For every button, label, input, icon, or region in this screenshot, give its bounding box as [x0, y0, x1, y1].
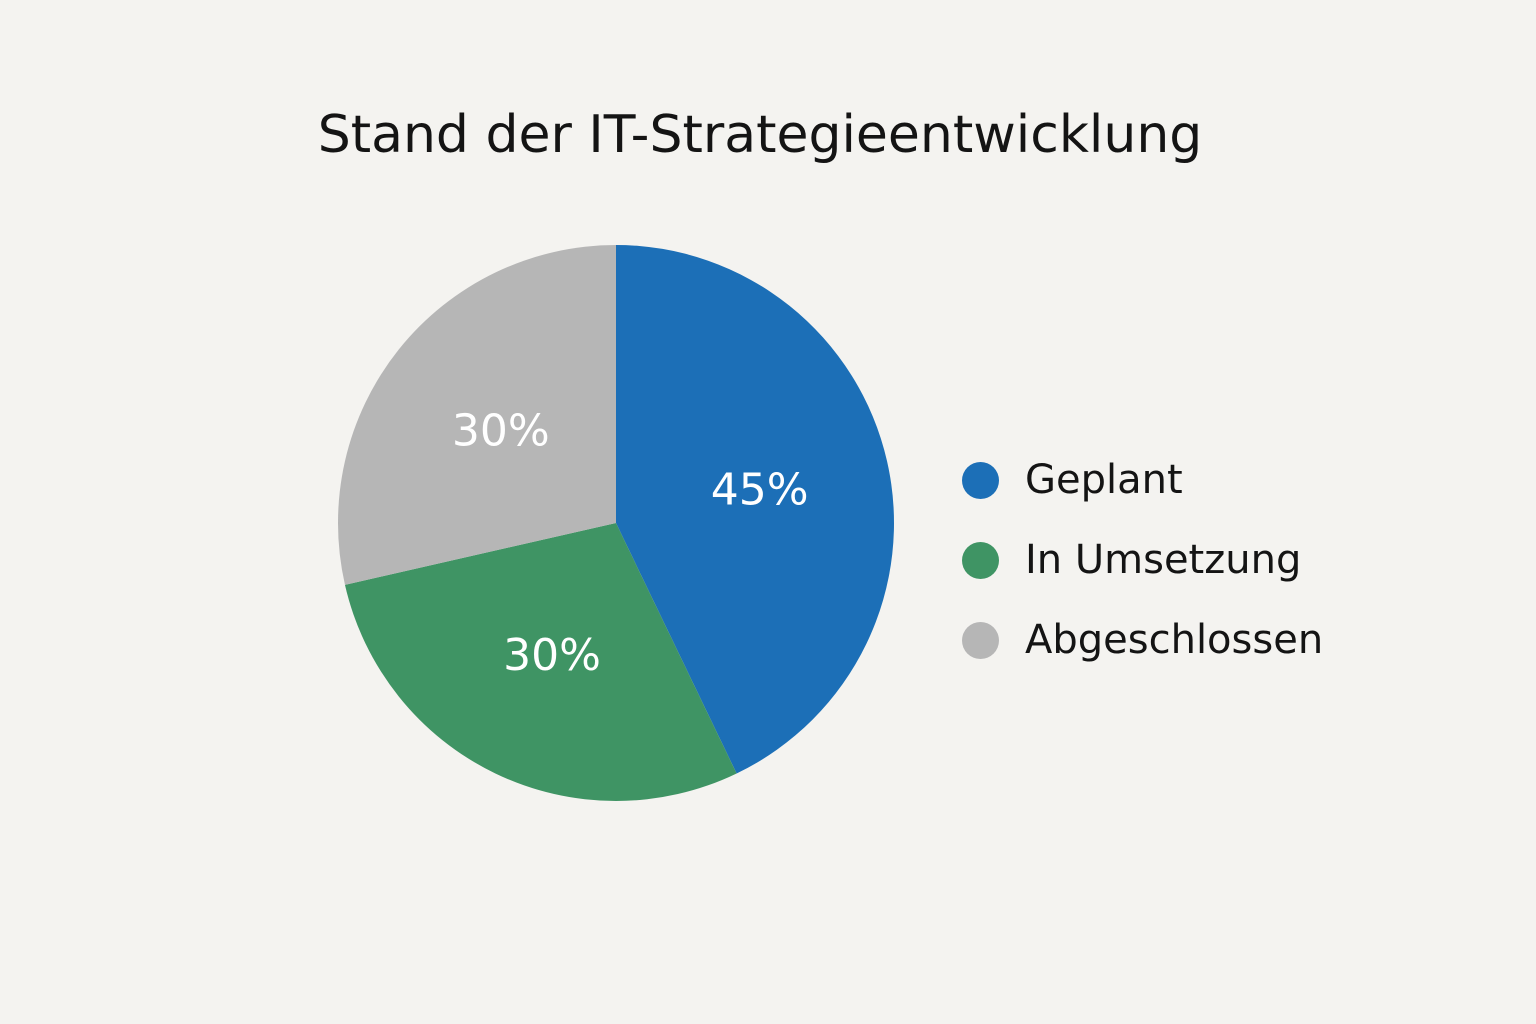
legend-marker-abgeschlossen	[962, 621, 999, 659]
legend-label-abgeschlossen: Abgeschlossen	[1025, 617, 1324, 663]
legend-item-in-umsetzung: In Umsetzung	[962, 520, 1323, 600]
legend-item-geplant: Geplant	[962, 440, 1323, 520]
pie-slice-geplant	[616, 245, 895, 774]
pie-slice-in-umsetzung	[344, 523, 737, 801]
slice-label-geplant: 45%	[711, 465, 809, 516]
legend-marker-geplant	[962, 461, 999, 499]
pie-slice-abgeschlossen	[338, 245, 616, 585]
legend-item-abgeschlossen: Abgeschlossen	[962, 600, 1323, 680]
legend-marker-in-umsetzung	[962, 541, 999, 579]
legend-label-geplant: Geplant	[1025, 457, 1183, 503]
chart-title: Stand der IT-Strategieentwicklung	[317, 105, 1203, 165]
legend-label-in-umsetzung: In Umsetzung	[1025, 537, 1302, 583]
legend: Geplant In Umsetzung Abgeschlossen	[962, 440, 1323, 680]
slice-label-abgeschlossen: 30%	[452, 406, 550, 457]
slice-label-in-umsetzung: 30%	[503, 630, 601, 681]
